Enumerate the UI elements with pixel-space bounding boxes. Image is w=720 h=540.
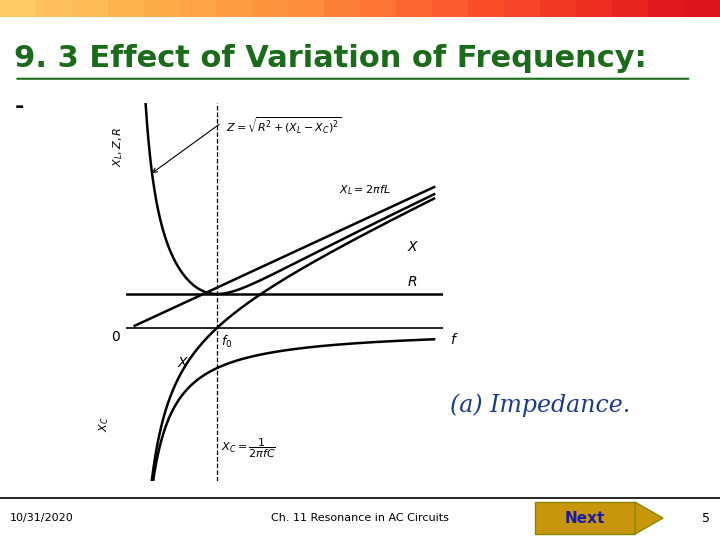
Bar	[252, 0, 288, 17]
Text: X: X	[178, 356, 188, 370]
Bar	[432, 0, 468, 17]
Text: $f_0$: $f_0$	[220, 334, 232, 350]
Text: The McGraw-Hill Companies: The McGraw-Hill Companies	[14, 14, 168, 24]
Text: 10/31/2020: 10/31/2020	[10, 513, 73, 523]
Bar	[535, 502, 635, 534]
Bar	[468, 0, 504, 17]
Bar	[180, 0, 216, 17]
Bar	[360, 0, 396, 17]
Bar	[684, 0, 720, 17]
Text: -: -	[14, 97, 24, 117]
Text: $X_C = \dfrac{1}{2\pi fC}$: $X_C = \dfrac{1}{2\pi fC}$	[222, 436, 276, 460]
Text: 0: 0	[111, 330, 120, 344]
Text: $f$: $f$	[450, 332, 459, 347]
Text: $X_L, Z, R$: $X_L, Z, R$	[112, 127, 125, 167]
Bar	[288, 0, 324, 17]
Text: Next: Next	[564, 510, 606, 525]
Bar	[144, 0, 180, 17]
Bar	[324, 0, 360, 17]
Text: $Z = \sqrt{R^2 + (X_L - X_C)^2}$: $Z = \sqrt{R^2 + (X_L - X_C)^2}$	[226, 114, 341, 134]
Bar	[612, 0, 648, 17]
Bar	[540, 0, 576, 17]
Text: 9. 3 Effect of Variation of Frequency:: 9. 3 Effect of Variation of Frequency:	[14, 44, 647, 73]
Text: $X_C$: $X_C$	[97, 416, 112, 432]
Bar	[576, 0, 612, 17]
Bar	[504, 0, 540, 17]
Text: X: X	[408, 240, 418, 254]
Text: (a) Impedance.: (a) Impedance.	[450, 394, 630, 417]
Bar	[216, 0, 252, 17]
Bar	[72, 0, 108, 17]
Bar	[108, 0, 144, 17]
Polygon shape	[635, 502, 663, 534]
Text: $X_L = 2\pi fL$: $X_L = 2\pi fL$	[338, 184, 390, 197]
Bar	[0, 0, 36, 17]
Bar	[36, 0, 72, 17]
Text: 5: 5	[702, 511, 710, 524]
Bar	[648, 0, 684, 17]
Text: R: R	[407, 275, 417, 289]
Text: Ch. 11 Resonance in AC Circuits: Ch. 11 Resonance in AC Circuits	[271, 513, 449, 523]
Bar	[396, 0, 432, 17]
